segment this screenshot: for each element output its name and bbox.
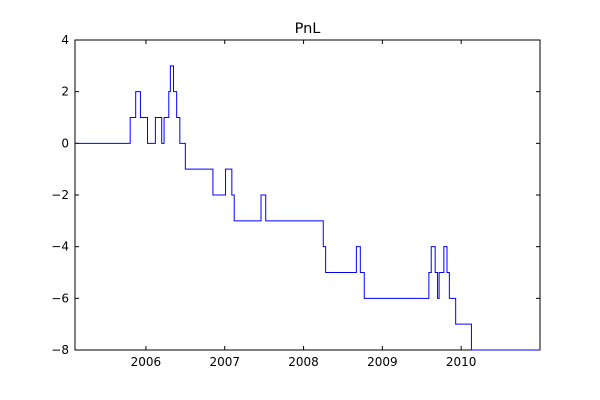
- y-tick-label: −2: [51, 188, 69, 202]
- plot-frame: [74, 39, 541, 351]
- x-tick-label: 2008: [288, 355, 319, 369]
- y-tick-label: 0: [61, 136, 69, 150]
- y-tick-label: −8: [51, 343, 69, 357]
- x-tick-label: 2009: [367, 355, 398, 369]
- y-tick-label: 2: [61, 85, 69, 99]
- x-tick-label: 2007: [209, 355, 240, 369]
- y-tick-label: −6: [51, 291, 69, 305]
- chart-title: PnL: [295, 21, 321, 37]
- axis-ticks: 2006 2007 2008 2009 2010 4 2 0 −2 −4 −6 −8: [51, 33, 540, 369]
- series-layer: [75, 65, 540, 351]
- x-tick-label: 2006: [131, 355, 162, 369]
- x-tick-label: 2010: [446, 355, 477, 369]
- pnl-series-line: [75, 65, 540, 351]
- y-tick-label: −4: [51, 240, 69, 254]
- y-tick-label: 4: [61, 33, 69, 47]
